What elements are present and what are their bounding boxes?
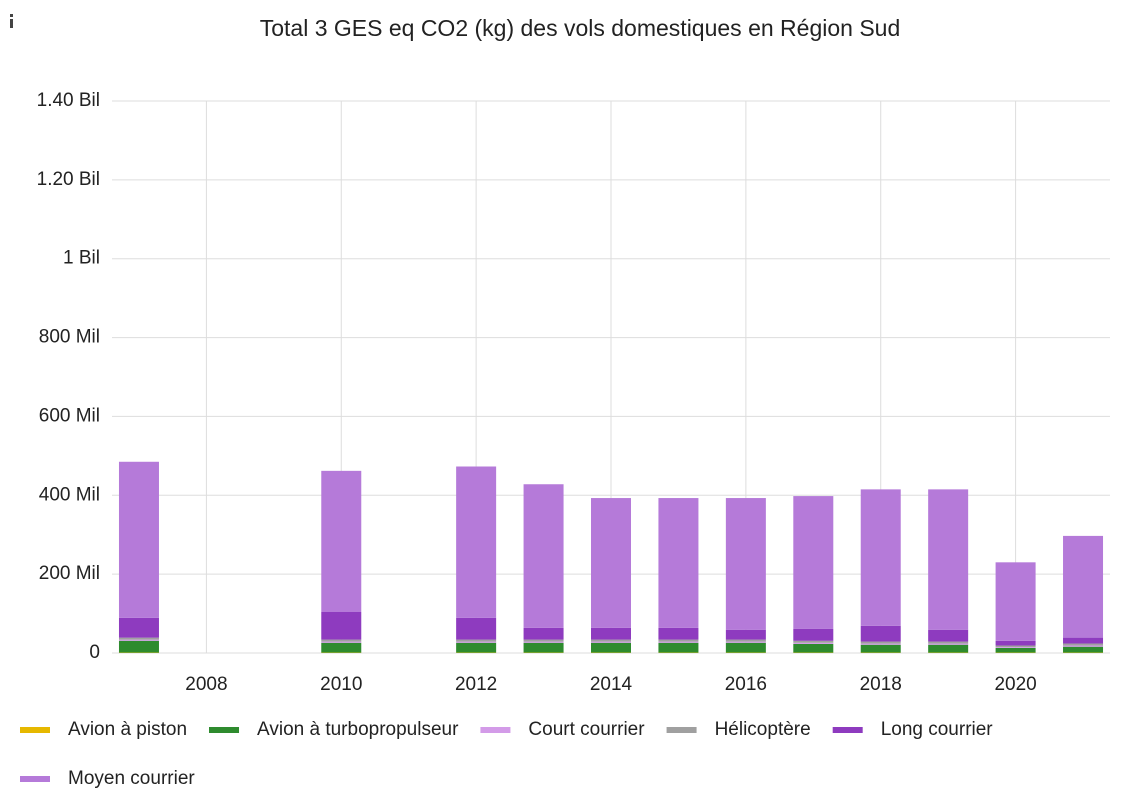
- x-tick-label: 2020: [994, 674, 1036, 695]
- chart-title: Total 3 GES eq CO2 (kg) des vols domesti…: [260, 15, 901, 41]
- bar-segment: [793, 628, 834, 641]
- y-tick-label: 1.20 Bil: [37, 169, 100, 190]
- legend-swatch: [20, 727, 50, 733]
- bar-segment: [456, 466, 497, 618]
- bar-segment: [321, 639, 362, 642]
- legend-swatch: [20, 776, 50, 782]
- legend-item: Hélicoptère: [666, 719, 811, 740]
- bar-segment: [793, 496, 834, 629]
- bar-segment: [658, 627, 699, 640]
- bar-segment: [1063, 645, 1104, 647]
- legend-label: Avion à piston: [68, 719, 187, 740]
- bar-segment: [725, 642, 766, 653]
- bar-segment: [995, 562, 1036, 641]
- bar-segment: [1063, 643, 1104, 646]
- bar-segment: [860, 489, 901, 626]
- bar-segment: [591, 639, 631, 642]
- bar-segment: [1063, 646, 1104, 653]
- bar-segment: [321, 642, 362, 653]
- y-tick-label: 800 Mil: [39, 327, 100, 348]
- bar-segment: [793, 640, 834, 643]
- bar-segment: [321, 470, 362, 612]
- bar-segment: [456, 617, 497, 640]
- bar-segment: [523, 484, 564, 628]
- bar-segment: [118, 639, 159, 641]
- legend-item: Long courrier: [832, 719, 994, 740]
- legend-label: Avion à turbopropulseur: [257, 719, 459, 740]
- bar-segment: [725, 641, 766, 643]
- bar-segment: [523, 639, 564, 642]
- bar-segment: [118, 461, 159, 618]
- bar-segment: [860, 641, 901, 644]
- bar-segment: [118, 637, 159, 640]
- bar-segment: [860, 643, 901, 645]
- x-tick-label: 2014: [590, 674, 633, 695]
- legend-label: Long courrier: [881, 719, 994, 740]
- bar-segment: [1063, 535, 1104, 638]
- bar-segment: [928, 629, 969, 642]
- bar-segment: [725, 629, 766, 640]
- info-icon: [10, 14, 13, 28]
- y-tick-label: 600 Mil: [39, 405, 100, 426]
- bar-segment: [860, 625, 901, 642]
- legend-item: Moyen courrier: [20, 768, 195, 789]
- bar-segment: [118, 617, 159, 638]
- bar-segment: [995, 647, 1036, 648]
- bar-segment: [321, 641, 362, 643]
- legend-swatch: [832, 727, 863, 733]
- bar-segment: [793, 642, 834, 644]
- y-tick-label: 1 Bil: [63, 248, 100, 269]
- bar-segment: [591, 641, 631, 643]
- x-tick-label: 2008: [185, 674, 227, 695]
- bar-segment: [658, 641, 699, 643]
- bar-segment: [591, 642, 631, 653]
- bar-segment: [591, 627, 631, 640]
- legend-label: Moyen courrier: [68, 768, 195, 789]
- legend-swatch: [480, 727, 511, 733]
- bar-segment: [995, 645, 1036, 648]
- x-tick-label: 2010: [320, 674, 362, 695]
- legend-swatch: [666, 727, 697, 733]
- bar-segment: [928, 489, 969, 630]
- legend-label: Court courrier: [528, 719, 645, 740]
- x-tick-label: 2018: [860, 674, 902, 695]
- bar-segment: [995, 647, 1036, 653]
- bar-segment: [523, 642, 564, 653]
- y-tick-label: 400 Mil: [39, 484, 100, 505]
- y-tick-label: 1.40 Bil: [37, 90, 100, 111]
- bar-segment: [725, 639, 766, 642]
- bar-segment: [456, 639, 497, 642]
- bar-segment: [860, 644, 901, 653]
- bar-segment: [995, 640, 1036, 646]
- bar-segment: [658, 639, 699, 642]
- bar-segment: [456, 641, 497, 643]
- x-tick-label: 2016: [725, 674, 767, 695]
- bar-segment: [523, 627, 564, 640]
- legend-item: Avion à piston: [20, 719, 187, 740]
- y-tick-label: 0: [89, 642, 100, 663]
- bar-segment: [321, 611, 362, 640]
- y-tick-label: 200 Mil: [39, 563, 100, 584]
- bar-segment: [725, 498, 766, 630]
- bar-segment: [456, 642, 497, 653]
- bar-segment: [793, 643, 834, 653]
- legend-item: Avion à turbopropulseur: [209, 719, 459, 740]
- bar-segment: [928, 641, 969, 644]
- legend-label: Hélicoptère: [715, 719, 811, 740]
- x-tick-label: 2012: [455, 674, 497, 695]
- bar-segment: [591, 498, 631, 628]
- bar-segment: [928, 644, 969, 653]
- bar-segment: [118, 640, 159, 653]
- bar-segment: [658, 642, 699, 653]
- legend-swatch: [209, 727, 240, 733]
- bar-segment: [523, 641, 564, 643]
- bar-segment: [1063, 637, 1104, 644]
- bar-segment: [658, 498, 699, 628]
- legend-item: Court courrier: [480, 719, 645, 740]
- bar-segment: [928, 643, 969, 645]
